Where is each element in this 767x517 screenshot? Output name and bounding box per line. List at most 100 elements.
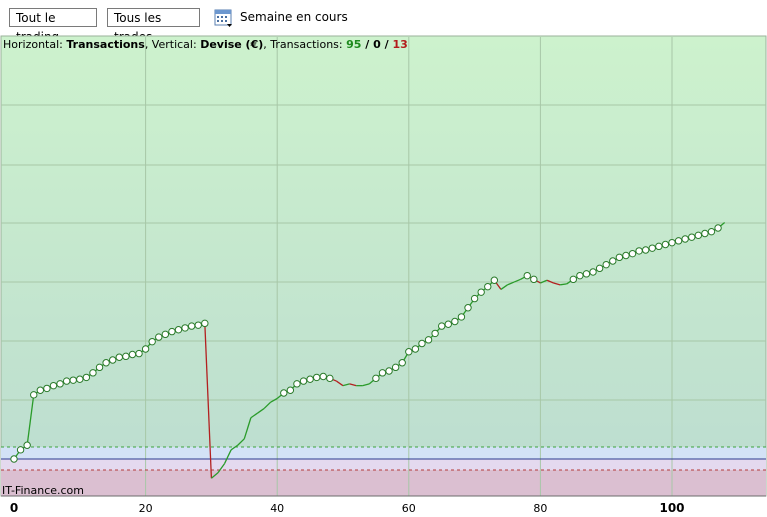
trade-marker bbox=[655, 242, 663, 251]
trade-marker bbox=[168, 327, 176, 336]
equity-segment bbox=[257, 408, 265, 414]
trade-marker bbox=[569, 275, 577, 284]
trade-marker bbox=[187, 322, 196, 330]
trade-marker bbox=[43, 384, 51, 393]
trade-marker bbox=[155, 333, 163, 341]
equity-segment bbox=[210, 472, 219, 479]
trade-marker bbox=[628, 249, 637, 258]
trade-marker bbox=[280, 389, 288, 397]
trade-marker bbox=[523, 271, 531, 280]
trade-marker bbox=[444, 320, 452, 328]
trade-marker bbox=[319, 372, 327, 381]
trade-marker bbox=[378, 369, 387, 377]
trade-marker bbox=[312, 373, 321, 382]
trade-marker bbox=[668, 238, 676, 247]
trade-marker bbox=[10, 455, 18, 463]
trade-marker bbox=[615, 253, 624, 262]
trade-marker bbox=[661, 240, 670, 249]
trade-markers bbox=[10, 224, 722, 463]
trade-marker bbox=[76, 375, 84, 383]
trade-marker bbox=[128, 350, 137, 359]
period-label: Semaine en cours bbox=[240, 10, 348, 24]
trade-marker bbox=[135, 349, 143, 358]
trade-marker bbox=[95, 363, 104, 372]
trade-marker bbox=[56, 380, 64, 388]
trade-marker bbox=[431, 329, 439, 338]
trade-marker bbox=[89, 369, 97, 377]
x-tick-label: 100 bbox=[659, 501, 684, 515]
x-tick-label: 20 bbox=[139, 502, 153, 515]
equity-segment bbox=[507, 281, 515, 286]
losing-trades-count: 13 bbox=[392, 38, 408, 51]
trade-marker bbox=[674, 237, 683, 245]
horizontal-value: Transactions bbox=[66, 38, 145, 51]
equity-segment bbox=[500, 284, 508, 290]
equity-segment bbox=[336, 380, 344, 387]
separator-2: / bbox=[380, 38, 393, 51]
baseline-band-mid bbox=[1, 459, 766, 470]
trade-marker bbox=[582, 270, 591, 278]
equity-segment bbox=[560, 283, 567, 286]
trade-marker bbox=[122, 352, 130, 361]
equity-segment bbox=[540, 279, 548, 284]
trade-marker bbox=[306, 375, 314, 383]
x-axis-ticks: 0 20 40 60 80 100 bbox=[10, 501, 685, 515]
trade-marker bbox=[82, 373, 91, 382]
trade-marker bbox=[391, 363, 400, 372]
trade-marker bbox=[530, 275, 538, 284]
equity-segment bbox=[223, 449, 232, 464]
equity-segment bbox=[26, 394, 35, 446]
trade-marker bbox=[23, 441, 31, 449]
equity-segment bbox=[513, 278, 521, 283]
equity-segment bbox=[250, 412, 258, 419]
trade-marker bbox=[109, 356, 117, 364]
vertical-value: Devise (€) bbox=[200, 38, 264, 51]
trade-marker bbox=[484, 282, 492, 291]
trade-marker bbox=[470, 294, 479, 303]
x-tick-label: 60 bbox=[402, 502, 416, 515]
trade-marker bbox=[681, 235, 689, 243]
equity-segment bbox=[553, 282, 561, 286]
winning-trades-count: 95 bbox=[346, 38, 362, 51]
trade-marker bbox=[181, 324, 189, 332]
trade-marker bbox=[701, 229, 709, 238]
trade-marker bbox=[707, 227, 716, 236]
trade-marker bbox=[411, 345, 420, 353]
trade-marker bbox=[424, 336, 433, 344]
trade-marker bbox=[688, 233, 696, 241]
calendar-icon[interactable] bbox=[214, 8, 233, 27]
trade-marker bbox=[49, 381, 58, 390]
grid bbox=[1, 37, 766, 496]
x-tick-label: 80 bbox=[533, 502, 547, 515]
separator-1: / bbox=[361, 38, 374, 51]
x-tick-label: 40 bbox=[270, 502, 284, 515]
trade-marker bbox=[326, 374, 334, 383]
trade-marker bbox=[115, 353, 123, 361]
trade-marker bbox=[30, 391, 38, 399]
trade-marker bbox=[641, 246, 650, 254]
trade-marker bbox=[405, 348, 413, 356]
trade-marker bbox=[141, 345, 150, 353]
horizontal-prefix: Horizontal: bbox=[3, 38, 67, 51]
baseline-band-blue bbox=[1, 447, 766, 459]
trade-marker bbox=[62, 377, 71, 385]
trade-marker bbox=[398, 359, 406, 367]
trade-marker bbox=[148, 337, 156, 346]
trade-marker bbox=[161, 330, 170, 339]
trade-marker bbox=[438, 322, 446, 330]
trade-marker bbox=[589, 268, 597, 276]
trade-marker bbox=[464, 304, 472, 312]
trade-marker bbox=[609, 257, 617, 265]
trade-marker bbox=[451, 317, 459, 326]
trade-marker bbox=[490, 276, 499, 284]
trade-marker bbox=[174, 326, 183, 334]
trade-marker bbox=[102, 359, 110, 367]
trade-marker bbox=[286, 386, 295, 394]
equity-segment bbox=[230, 444, 239, 451]
trade-marker bbox=[635, 247, 643, 255]
equity-segment bbox=[204, 323, 213, 479]
vertical-prefix: , Vertical: bbox=[144, 38, 201, 51]
equity-segment bbox=[362, 383, 370, 387]
trade-marker bbox=[385, 367, 393, 375]
